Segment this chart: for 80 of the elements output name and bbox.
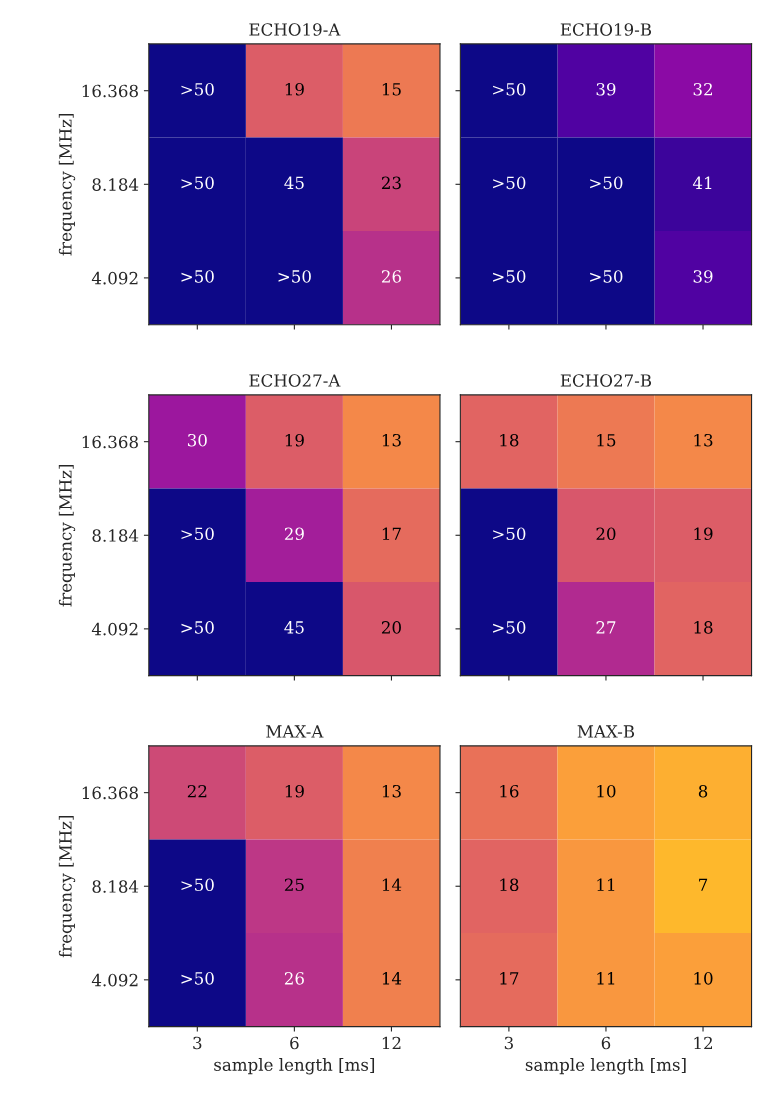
data-label: 20: [381, 621, 401, 634]
y-tick-label: 4.092: [91, 271, 138, 285]
data-label: 29: [284, 527, 304, 541]
y-tick-label: 4.092: [91, 622, 138, 636]
text: >50: [493, 82, 526, 96]
data-label: 22: [187, 784, 207, 798]
data-label: 45: [284, 176, 304, 190]
data-label: 17: [382, 527, 401, 540]
x-axis-title: sample length [ms]: [525, 1058, 686, 1075]
y-tick-label: 16.368: [82, 786, 138, 800]
data-label: 13: [382, 433, 401, 447]
data-label: 26: [381, 270, 401, 283]
text: >50: [181, 176, 214, 190]
data-label: 39: [596, 82, 616, 96]
chart-title: ECHO27-B: [560, 374, 652, 387]
data-label: 11: [597, 878, 615, 891]
text: >50: [493, 270, 526, 283]
data-label: 18: [500, 878, 519, 892]
data-label: 13: [694, 433, 713, 447]
text: >50: [493, 621, 526, 634]
data-label: 19: [285, 82, 304, 96]
data-label: 18: [500, 433, 519, 447]
text: >50: [493, 527, 526, 541]
data-label: 10: [694, 972, 713, 985]
data-label: 32: [693, 82, 712, 96]
y-tick-label: 16.368: [82, 84, 138, 98]
text: >50: [181, 972, 214, 985]
data-label: 25: [284, 878, 304, 892]
data-label: 26: [284, 972, 304, 985]
chart-title: MAX-B: [577, 725, 635, 738]
chart-title: MAX-A: [266, 725, 324, 738]
text: >50: [493, 176, 526, 190]
data-label: 15: [597, 433, 616, 447]
data-label: 45: [284, 621, 304, 634]
data-label: 27: [596, 621, 616, 634]
data-label: 10: [597, 784, 616, 798]
x-axis-title: sample length [ms]: [214, 1058, 375, 1075]
data-label: 18: [694, 621, 713, 634]
text: >50: [181, 878, 214, 892]
data-label: 15: [382, 82, 401, 96]
data-label: 8: [698, 784, 708, 798]
data-label: 17: [500, 972, 519, 985]
text: >50: [181, 527, 214, 541]
data-label: 41: [692, 176, 712, 189]
y-tick-label: 8.184: [92, 529, 139, 542]
y-tick-label: 16.368: [82, 435, 138, 449]
data-label: 14: [382, 878, 402, 891]
data-label: 13: [382, 784, 401, 798]
y-tick-label: 8.184: [92, 178, 139, 191]
data-label: 19: [285, 433, 304, 447]
data-label: 7: [699, 878, 708, 891]
data-label: 20: [596, 527, 616, 541]
data-label: 19: [285, 784, 304, 798]
data-label: 39: [693, 270, 713, 283]
x-tick-label: 12: [694, 1036, 712, 1050]
text: >50: [278, 270, 311, 283]
text: >50: [181, 82, 214, 96]
x-tick-label: 3: [193, 1036, 202, 1050]
text: >50: [181, 621, 214, 634]
chart-title: ECHO19-B: [560, 23, 652, 36]
data-label: 30: [187, 433, 207, 447]
data-label: 16: [500, 784, 519, 798]
text: >50: [181, 270, 214, 283]
data-label: 14: [382, 972, 402, 985]
x-tick-label: 3: [504, 1036, 513, 1050]
x-tick-label: 12: [382, 1036, 401, 1050]
text: >50: [590, 176, 623, 190]
data-label: 23: [381, 176, 401, 190]
y-tick-label: 8.184: [92, 880, 139, 893]
data-label: 19: [694, 527, 713, 541]
x-tick-label: 6: [601, 1036, 611, 1050]
data-label: 11: [597, 972, 615, 985]
text: >50: [590, 270, 623, 283]
y-tick-label: 4.092: [91, 973, 138, 987]
y-axis-title: frequency [MHz]: [58, 114, 76, 256]
y-axis-title: frequency [MHz]: [58, 464, 76, 607]
chart-title: ECHO27-A: [249, 374, 341, 387]
chart-title: ECHO19-A: [249, 23, 341, 36]
x-tick-label: 6: [290, 1036, 299, 1050]
y-axis-title: frequency [MHz]: [58, 815, 76, 958]
